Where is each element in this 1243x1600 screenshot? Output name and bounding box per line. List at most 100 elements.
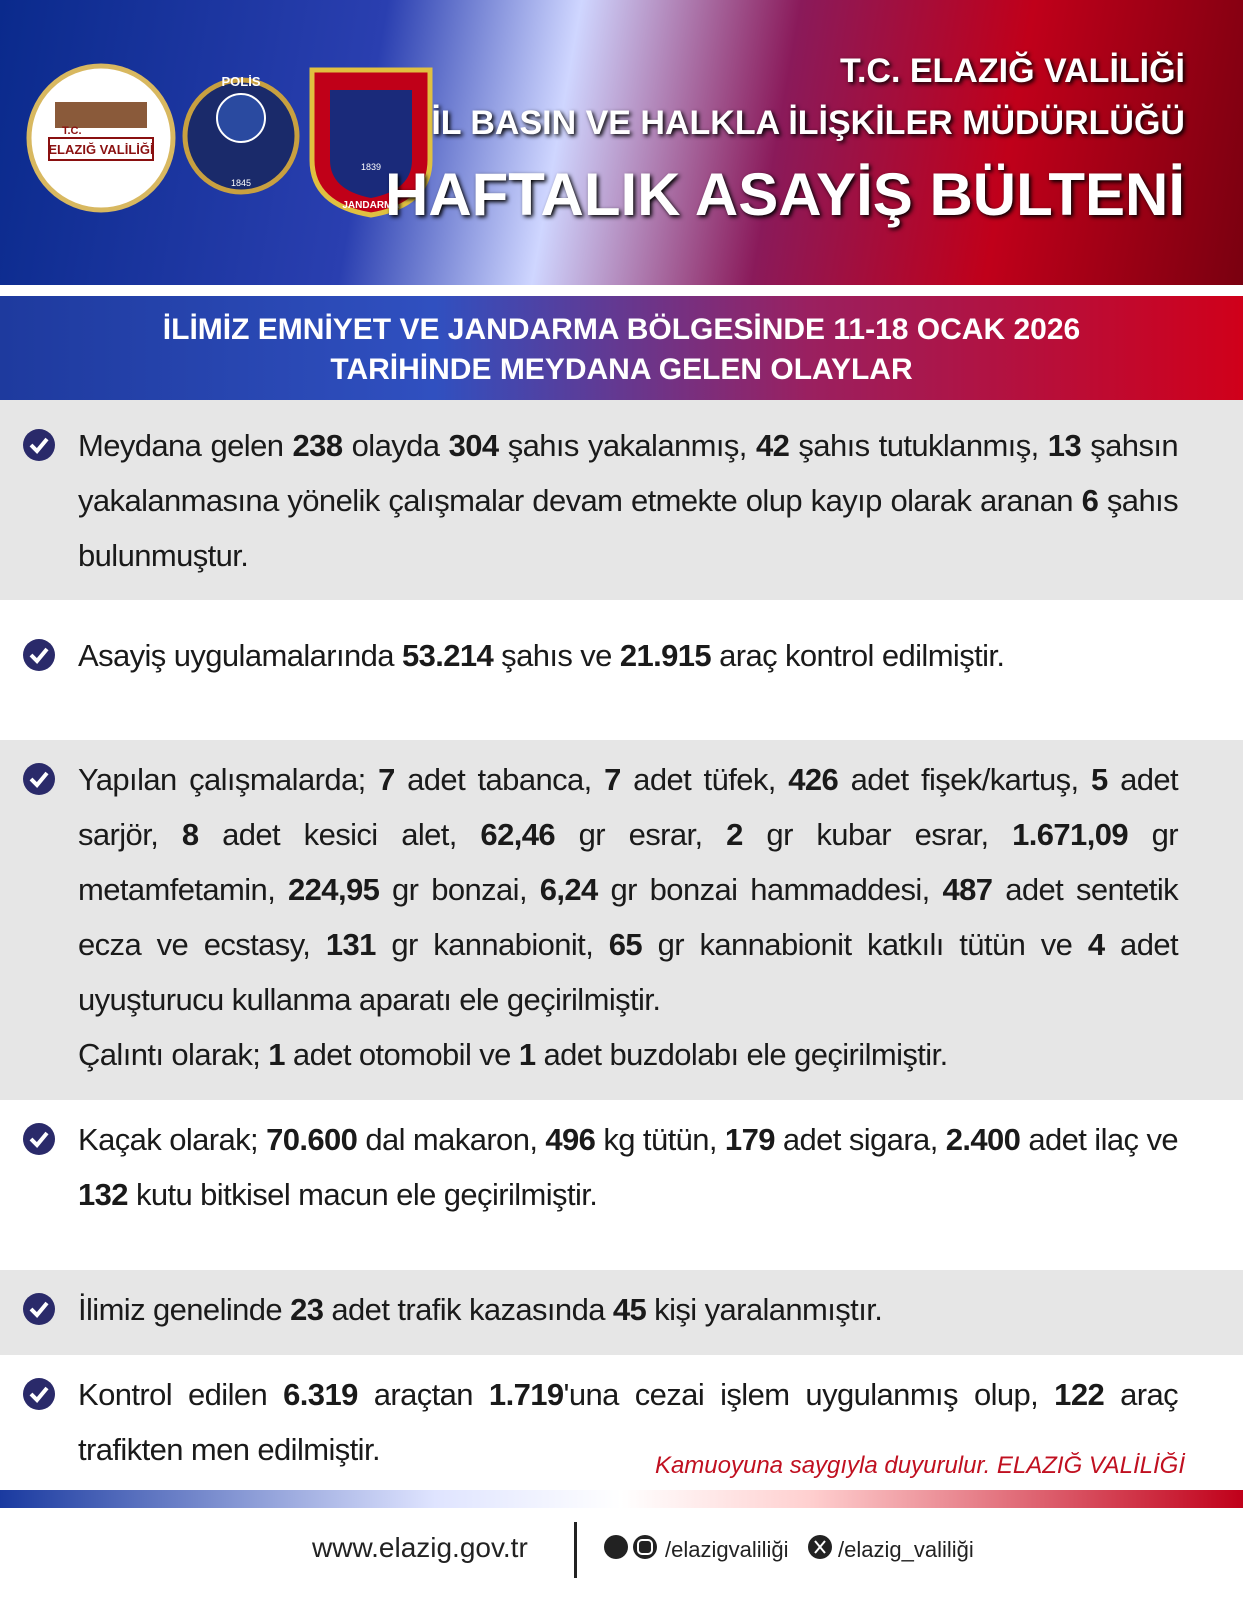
paragraph: Asayiş uygulamalarında 53.214 şahıs ve 2… — [78, 628, 1178, 683]
bullet-item: Meydana gelen 238 olayda 304 şahıs yakal… — [0, 400, 1243, 600]
text-run: Kaçak olarak; — [78, 1122, 267, 1157]
text-run: adet kesici alet, — [198, 817, 481, 852]
figure: 487 — [942, 872, 994, 907]
text-run: adet uyuşturucu kullanma aparatı ele geç… — [78, 927, 1179, 1017]
text-run: gr metamfetamin, — [78, 817, 1179, 907]
figure: 1.719 — [488, 1377, 564, 1412]
text-run: dal makaron, — [357, 1122, 546, 1157]
figure: 21.915 — [619, 638, 712, 673]
figure: 1 — [268, 1037, 285, 1072]
text-run: şahıs ve — [493, 638, 620, 673]
logo-text: POLİS — [221, 74, 260, 89]
figure: 2 — [726, 817, 743, 852]
bullet-item: Kaçak olarak; 70.600 dal makaron, 496 kg… — [0, 1100, 1243, 1270]
text-run: adet trafik kazasında — [323, 1292, 613, 1327]
star — [216, 93, 266, 143]
logo-text: 1845 — [231, 178, 251, 188]
text-run: adet sarjör, — [78, 762, 1179, 852]
check-mark — [29, 437, 49, 454]
figure: 5 — [1090, 762, 1108, 797]
figure: 122 — [1054, 1377, 1105, 1412]
text-run: araçtan — [357, 1377, 489, 1412]
logo-text: ELAZIĞ VALİLİĞİ — [48, 142, 153, 157]
paragraph: İlimiz genelinde 23 adet trafik kazasınd… — [78, 1282, 1178, 1337]
text-run: adet sentetik ecza ve ecstasy, — [78, 872, 1179, 962]
facebook-icon — [604, 1535, 628, 1559]
text-run: adet tüfek, — [620, 762, 789, 797]
text-run: Meydana gelen — [78, 428, 293, 463]
logos: T.C. ELAZIĞ VALİLİĞİ POLİS 1845 1839 JAN… — [26, 63, 433, 218]
figure: 7 — [378, 762, 395, 797]
instagram-glyph — [637, 1539, 653, 1555]
figure: 62,46 — [480, 817, 555, 852]
check-icon — [23, 1378, 55, 1410]
text-run: gr kubar esrar, — [742, 817, 1013, 852]
subtitle-line: İLİMİZ EMNİYET VE JANDARMA BÖLGESİNDE 11… — [162, 313, 1081, 346]
figure: 2.400 — [945, 1122, 1021, 1157]
check-icon — [23, 1293, 55, 1325]
paragraph: Kaçak olarak; 70.600 dal makaron, 496 kg… — [78, 1112, 1179, 1222]
bullet-item: Asayiş uygulamalarında 53.214 şahıs ve 2… — [0, 600, 1243, 740]
header: T.C. ELAZIĞ VALİLİĞİ POLİS 1845 1839 JAN… — [0, 0, 1243, 285]
figure: 23 — [290, 1292, 324, 1327]
figure: 179 — [724, 1122, 776, 1157]
figure: 42 — [755, 428, 790, 463]
text-run: araç kontrol edilmiştir. — [711, 638, 1005, 673]
figure: 6.319 — [283, 1377, 358, 1412]
figure: 304 — [448, 428, 500, 463]
text-run: şahıs tutuklanmış, — [789, 428, 1048, 463]
x-glyph — [814, 1540, 826, 1554]
text-run: gr bonzai hammaddesi, — [597, 872, 943, 907]
text-run: gr kannabionit katkılı tütün ve — [642, 927, 1088, 962]
figure: 238 — [292, 428, 344, 463]
figure: 53.214 — [401, 638, 494, 673]
paragraph: Çalıntı olarak; 1 adet otomobil ve 1 ade… — [78, 1027, 1178, 1082]
check-circle — [23, 1123, 55, 1155]
figure: 6 — [1081, 483, 1099, 518]
paragraph: Meydana gelen 238 olayda 304 şahıs yakal… — [78, 418, 1179, 583]
figure: 131 — [325, 927, 377, 962]
social-handle: /elazig_valiliği — [838, 1537, 974, 1562]
check-circle — [23, 429, 55, 461]
check-mark — [29, 647, 49, 664]
logo-text: JANDARMA — [342, 200, 399, 211]
paragraph: Yapılan çalışmalarda; 7 adet tabanca, 7 … — [78, 752, 1179, 1027]
figure: 132 — [78, 1177, 129, 1212]
website: www.elazig.gov.tr — [312, 1532, 528, 1563]
text-run: adet fişek/kartuş, — [838, 762, 1091, 797]
bullet-item: Yapılan çalışmalarda; 7 adet tabanca, 7 … — [0, 740, 1243, 1100]
check-mark — [29, 771, 49, 788]
text-run: Asayiş uygulamalarında — [78, 638, 402, 673]
figure: 6,24 — [539, 872, 599, 907]
divider — [574, 1522, 577, 1578]
check-circle — [23, 763, 55, 795]
signature: Kamuoyuna saygıyla duyurulur. ELAZIĞ VAL… — [654, 1452, 1185, 1479]
castle — [55, 102, 147, 128]
figure: 70.600 — [266, 1122, 358, 1157]
text-run: adet sigara, — [774, 1122, 946, 1157]
figure: 224,95 — [288, 872, 380, 907]
figure: 7 — [604, 762, 621, 797]
text-run: olayda — [342, 428, 449, 463]
bullet-item: Kontrol edilen 6.319 araçtan 1.719'una c… — [0, 1355, 1243, 1490]
dept-line: İL BASIN VE HALKLA İLİŞKİLER MÜDÜRLÜĞÜ — [431, 104, 1185, 142]
text-run: şahıs bulunmuştur. — [78, 483, 1179, 573]
check-circle — [23, 1293, 55, 1325]
text-run: adet buzdolabı ele geçirilmiştir. — [535, 1037, 948, 1072]
text-run: adet otomobil ve — [284, 1037, 519, 1072]
text-run: adet ilaç ve — [1020, 1122, 1178, 1157]
text-run: kişi yaralanmıştır. — [646, 1292, 883, 1327]
logo-text: 1839 — [361, 162, 381, 172]
text-run: şahsın yakalanmasına yönelik çalışmalar … — [78, 428, 1179, 518]
check-mark — [29, 1131, 49, 1148]
x-icon — [808, 1535, 832, 1559]
text-run: araç trafikten men edilmiştir. — [78, 1377, 1179, 1467]
text-run: Yapılan çalışmalarda; — [78, 762, 379, 797]
text-run: Çalıntı olarak; — [78, 1037, 269, 1072]
check-circle — [23, 639, 55, 671]
social-icons — [604, 1535, 657, 1559]
bullet-item: İlimiz genelinde 23 adet trafik kazasınd… — [0, 1270, 1243, 1355]
check-icon — [23, 639, 55, 671]
text-run: gr kannabionit, — [375, 927, 609, 962]
